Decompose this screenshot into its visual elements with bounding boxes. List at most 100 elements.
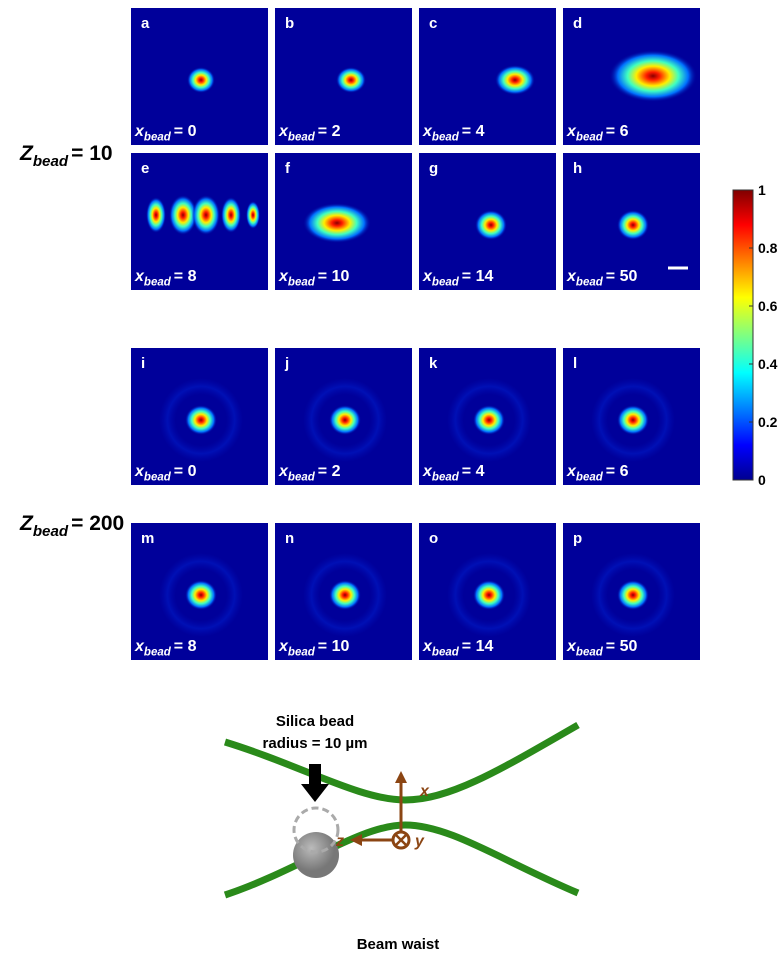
colorbar-tick-label: 0.2 xyxy=(758,414,778,430)
axis-y-cross xyxy=(395,834,407,846)
subscript: bead xyxy=(144,131,172,143)
panel: d xbead = 6 xyxy=(563,8,700,145)
equals-value: = 10 xyxy=(318,268,350,285)
variable: x xyxy=(278,268,289,285)
colorbar-tick-label: 0.4 xyxy=(758,356,778,372)
panel-letter: o xyxy=(429,530,438,547)
row-label: Zbead = 200 xyxy=(19,512,124,540)
beam-spot xyxy=(169,195,197,235)
colorbar-tick-label: 0.8 xyxy=(758,240,778,256)
beam-spot xyxy=(475,210,507,240)
panel-letter: g xyxy=(429,160,438,177)
panel-letter: j xyxy=(284,355,289,372)
equals-value: = 50 xyxy=(606,268,638,285)
subscript: bead xyxy=(144,471,172,483)
equals-value: = 4 xyxy=(462,123,485,140)
equals-value: = 0 xyxy=(174,123,197,140)
beam-spot xyxy=(617,210,649,240)
variable: x xyxy=(422,463,433,480)
equals-value: = 6 xyxy=(606,123,629,140)
panel-letter: c xyxy=(429,15,437,32)
subscript: bead xyxy=(432,646,460,658)
panel-letter: l xyxy=(573,355,577,372)
beam-spot xyxy=(146,197,166,233)
beam-spot xyxy=(187,67,215,93)
panel: h xbead = 50 xyxy=(563,153,700,290)
beam-diagram: Silica bead radius = 10 µm x y z Beam wa… xyxy=(223,713,580,953)
colorbar: 0 0.2 0.4 0.6 0.8 1 xyxy=(732,182,778,488)
subscript: bead xyxy=(576,131,604,143)
panel-letter: n xyxy=(285,530,294,547)
variable: x xyxy=(566,268,577,285)
beam-lower xyxy=(223,821,580,899)
panel: b xbead = 2 xyxy=(275,8,412,145)
beam-spot xyxy=(246,201,260,229)
beam-spot xyxy=(473,405,505,435)
panel-letter: p xyxy=(573,530,582,547)
beam-spot xyxy=(185,405,217,435)
beam-spot xyxy=(617,405,649,435)
panel-label: xbead = 2 xyxy=(278,123,341,143)
panel-label: xbead = 14 xyxy=(422,268,493,288)
panel: c xbead = 4 xyxy=(419,8,556,145)
panel: e xbead = 8 xyxy=(131,153,268,290)
axis-y-label: y xyxy=(414,833,425,850)
equals-value: = 0 xyxy=(174,463,197,480)
variable: x xyxy=(134,638,145,655)
subscript: bead xyxy=(144,646,172,658)
arrowhead xyxy=(395,771,407,783)
subscript: bead xyxy=(432,276,460,288)
equals-value: = 200 xyxy=(71,512,124,535)
bead xyxy=(293,832,339,878)
panel: j xbead = 2 xyxy=(275,348,412,485)
panel-label: xbead = 0 xyxy=(134,123,197,143)
subscript: bead xyxy=(288,471,316,483)
panel: n xbead = 10 xyxy=(275,523,412,660)
subscript: bead xyxy=(576,471,604,483)
caption: Beam waist xyxy=(357,936,440,953)
equals-value: = 10 xyxy=(71,142,112,165)
beam-spot xyxy=(473,580,505,610)
beam-spot xyxy=(495,65,535,95)
arrowhead xyxy=(350,834,362,846)
variable: x xyxy=(422,268,433,285)
subscript: bead xyxy=(288,131,316,143)
beam-spot xyxy=(303,203,371,243)
bead-ghost xyxy=(292,806,340,854)
subscript: bead xyxy=(576,646,604,658)
panel-label: xbead = 50 xyxy=(566,638,637,658)
beam-spot xyxy=(192,195,220,235)
panel: f xbead = 10 xyxy=(275,153,412,290)
panel-letter: i xyxy=(141,355,145,372)
panel-label: xbead = 14 xyxy=(422,638,493,658)
variable: x xyxy=(278,123,289,140)
equals-value: = 14 xyxy=(462,268,494,285)
bead-title: Silica bead xyxy=(276,713,354,730)
beam-spot xyxy=(185,580,217,610)
variable: x xyxy=(422,638,433,655)
panel-label: xbead = 0 xyxy=(134,463,197,483)
beam-spot xyxy=(609,50,697,102)
equals-value: = 14 xyxy=(462,638,494,655)
beam-spot xyxy=(617,580,649,610)
colorbar-tick-label: 1 xyxy=(758,182,766,198)
panel: o xbead = 14 xyxy=(419,523,556,660)
panel-letter: d xyxy=(573,15,582,32)
beam-spot xyxy=(329,580,361,610)
beam-spot xyxy=(329,405,361,435)
panel-label: xbead = 6 xyxy=(566,463,629,483)
equals-value: = 50 xyxy=(606,638,638,655)
panel-label: xbead = 2 xyxy=(278,463,341,483)
panel: l xbead = 6 xyxy=(563,348,700,485)
variable: x xyxy=(278,638,289,655)
panel-background xyxy=(419,8,556,145)
subscript: bead xyxy=(288,646,316,658)
row-label: Zbead = 10 xyxy=(19,142,113,170)
equals-value: = 4 xyxy=(462,463,485,480)
panel-label: xbead = 4 xyxy=(422,463,485,483)
axis-z-label: z xyxy=(335,833,344,850)
variable: x xyxy=(134,123,145,140)
subscript: bead xyxy=(33,523,69,540)
panel-letter: k xyxy=(429,355,438,372)
